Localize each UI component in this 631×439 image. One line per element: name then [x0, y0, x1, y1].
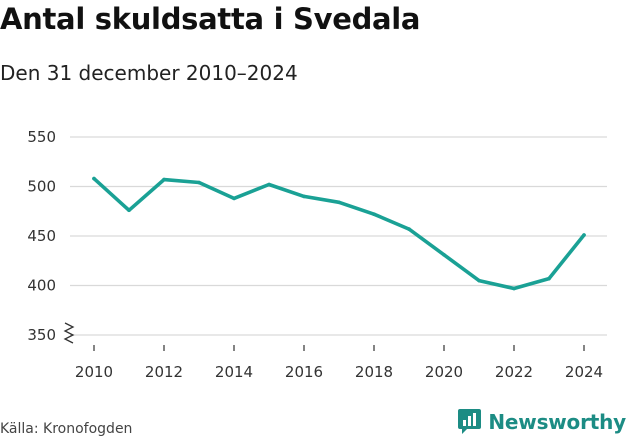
data-point-2013 — [197, 180, 201, 185]
x-tick-label-2018: 2018 — [355, 363, 393, 381]
y-tick-label-500: 500 — [27, 178, 56, 196]
data-point-2021 — [477, 278, 481, 283]
brand-logo: Newsworthy — [457, 408, 626, 435]
data-point-2024 — [582, 233, 586, 237]
data-point-2016 — [302, 194, 306, 199]
y-tick-label-400: 400 — [27, 277, 56, 295]
data-point-2023 — [547, 276, 551, 281]
x-tick-label-2020: 2020 — [425, 363, 463, 381]
data-point-2014 — [232, 196, 236, 201]
series-line — [92, 176, 586, 291]
data-point-2019 — [407, 227, 411, 231]
data-point-2022 — [512, 286, 516, 291]
chart-subtitle: Den 31 december 2010–2024 — [0, 61, 298, 85]
data-point-2017 — [337, 200, 341, 205]
x-tick-label-2014: 2014 — [215, 363, 253, 381]
x-tick-label-2012: 2012 — [145, 363, 183, 381]
y-tick-label-350: 350 — [27, 326, 56, 344]
data-point-2011 — [127, 208, 131, 213]
x-tick-label-2010: 2010 — [75, 363, 113, 381]
axis-break-icon — [63, 322, 75, 344]
data-point-2010 — [92, 176, 96, 181]
y-tick-label-450: 450 — [27, 227, 56, 245]
y-tick-label-550: 550 — [27, 128, 56, 146]
source-note: Källa: Kronofogden — [0, 421, 133, 437]
data-point-2015 — [267, 182, 271, 187]
x-tick-label-2022: 2022 — [495, 363, 533, 381]
chart-title: Antal skuldsatta i Svedala — [0, 2, 421, 36]
x-tick-label-2016: 2016 — [285, 363, 323, 381]
brand-name: Newsworthy — [488, 409, 626, 434]
x-tick-label-2024: 2024 — [565, 363, 603, 381]
data-point-2012 — [162, 177, 166, 182]
data-point-2020 — [442, 253, 446, 257]
data-point-2018 — [372, 212, 376, 217]
newsworthy-logo-icon — [458, 409, 482, 434]
